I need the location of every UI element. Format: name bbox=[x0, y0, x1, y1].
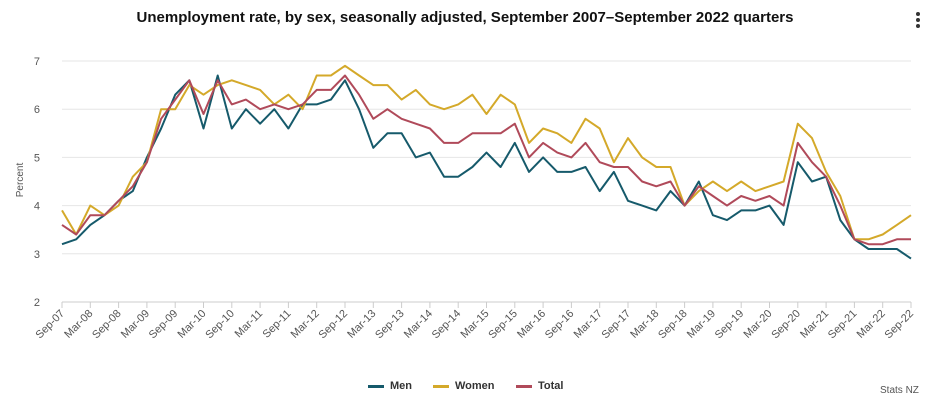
x-tick-label: Sep-14 bbox=[430, 308, 464, 342]
x-tick-label: Sep-21 bbox=[826, 308, 860, 342]
x-tick-label: Sep-18 bbox=[656, 308, 690, 342]
y-tick-label: 6 bbox=[34, 104, 40, 116]
legend-label-total: Total bbox=[538, 380, 564, 392]
x-tick-label: Mar-15 bbox=[458, 308, 491, 341]
x-tick-label: Mar-12 bbox=[289, 308, 322, 341]
legend-swatch-women bbox=[433, 384, 449, 388]
x-tick-label: Mar-08 bbox=[62, 308, 95, 341]
y-tick-label: 4 bbox=[34, 201, 40, 213]
y-tick-label: 3 bbox=[34, 249, 40, 261]
x-tick-label: Sep-12 bbox=[317, 308, 351, 342]
x-tick-label: Sep-08 bbox=[90, 308, 124, 342]
x-tick-label: Sep-22 bbox=[883, 308, 917, 342]
x-tick-label: Mar-17 bbox=[572, 308, 605, 341]
x-tick-label: Mar-11 bbox=[233, 308, 266, 341]
y-tick-label: 2 bbox=[34, 297, 40, 309]
y-axis-label: Percent bbox=[15, 163, 26, 198]
x-tick-label: Mar-18 bbox=[628, 308, 661, 341]
x-tick-label: Sep-13 bbox=[373, 308, 407, 342]
x-tick-label: Mar-14 bbox=[402, 308, 435, 341]
x-tick-label: Sep-09 bbox=[147, 308, 181, 342]
legend-item-women[interactable]: Women bbox=[433, 380, 495, 392]
series-line-men[interactable] bbox=[61, 74, 912, 260]
x-tick-label: Mar-16 bbox=[515, 308, 548, 341]
legend-label-women: Women bbox=[455, 380, 495, 392]
credits: Stats NZ bbox=[880, 385, 919, 396]
x-tick-label: Mar-10 bbox=[175, 308, 208, 341]
x-tick-label: Mar-22 bbox=[855, 308, 888, 341]
legend-swatch-men bbox=[368, 384, 384, 388]
x-tick-label: Mar-20 bbox=[741, 308, 774, 341]
y-axis: 2 3 4 5 6 7 bbox=[34, 56, 40, 309]
legend-item-total[interactable]: Total bbox=[516, 380, 563, 392]
y-tick-label: 5 bbox=[34, 152, 40, 164]
x-tick-label: Mar-19 bbox=[685, 308, 718, 341]
series-lines bbox=[61, 64, 912, 260]
x-tick-label: Sep-10 bbox=[203, 308, 237, 342]
series-line-total[interactable] bbox=[61, 74, 911, 246]
legend-label-men: Men bbox=[390, 380, 412, 392]
x-tick-label: Sep-17 bbox=[600, 308, 634, 342]
legend: Men Women Total bbox=[0, 380, 930, 398]
legend-swatch-total bbox=[516, 384, 532, 388]
legend-item-men[interactable]: Men bbox=[368, 380, 412, 392]
y-tick-label: 7 bbox=[34, 56, 40, 68]
x-tick-label: Sep-16 bbox=[543, 308, 577, 342]
series-line-women[interactable] bbox=[61, 64, 912, 241]
x-tick-label: Sep-11 bbox=[261, 308, 294, 341]
x-tick-label: Mar-13 bbox=[345, 308, 378, 341]
x-tick-label: Sep-19 bbox=[713, 308, 747, 342]
x-tick-label: Mar-09 bbox=[119, 308, 152, 341]
x-tick-label: Sep-20 bbox=[769, 308, 803, 342]
kebab-menu-icon[interactable] bbox=[908, 12, 928, 34]
x-tick-label: Sep-07 bbox=[34, 308, 68, 342]
x-axis: Sep-07Mar-08Sep-08Mar-09Sep-09Mar-10Sep-… bbox=[34, 302, 917, 342]
x-tick-label: Mar-21 bbox=[798, 308, 831, 341]
chart-title: Unemployment rate, by sex, seasonally ad… bbox=[136, 9, 794, 26]
x-tick-label: Sep-15 bbox=[486, 308, 520, 342]
